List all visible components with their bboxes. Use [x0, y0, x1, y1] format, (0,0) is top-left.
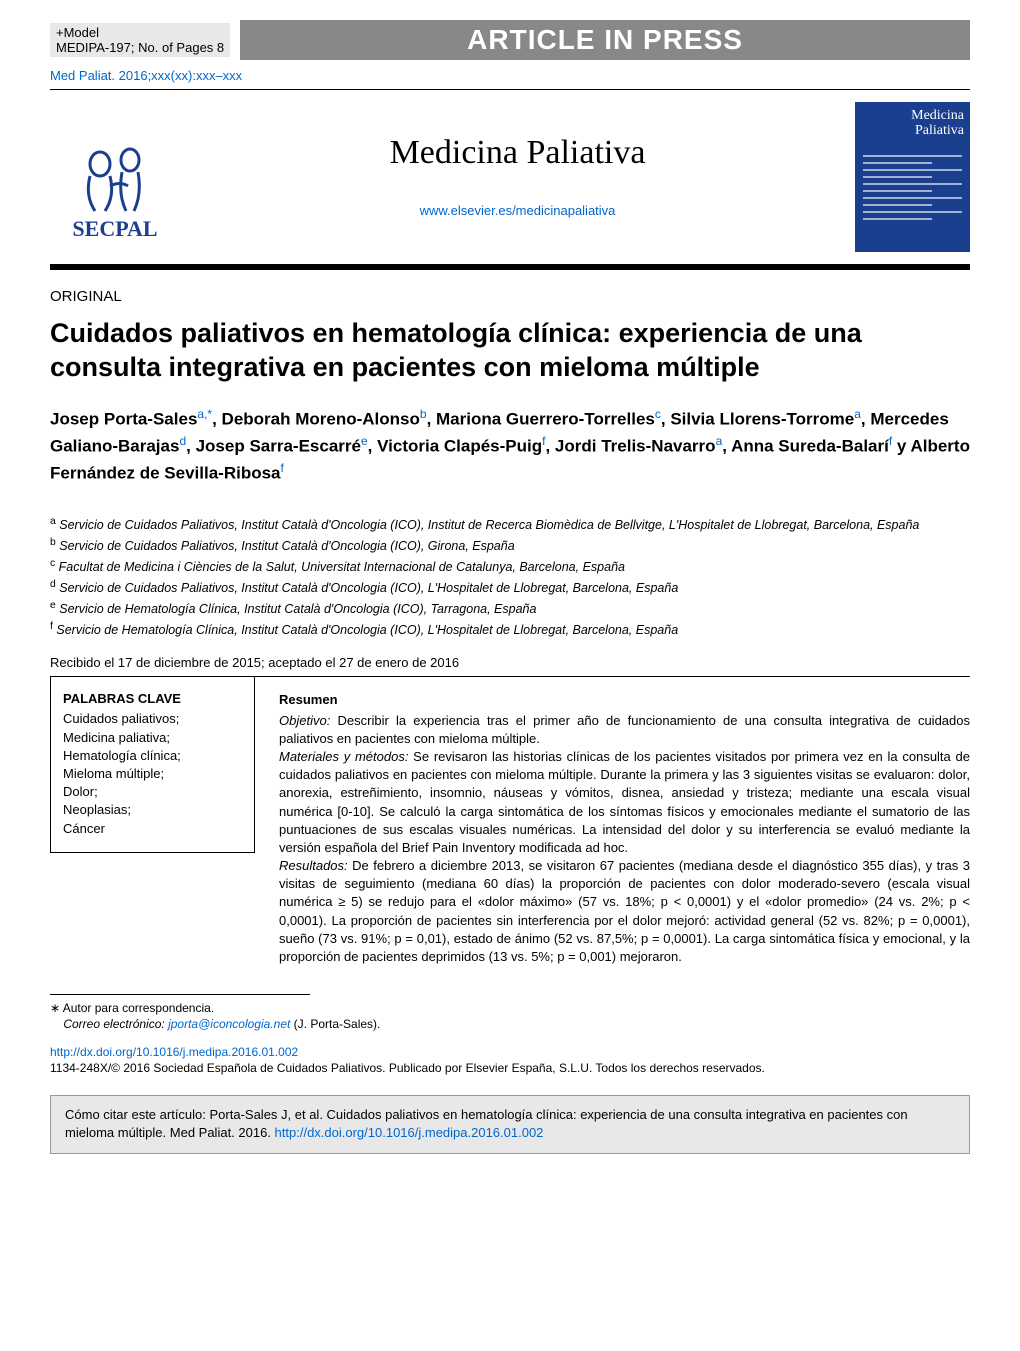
article-in-press-banner: ARTICLE IN PRESS: [240, 20, 970, 60]
results-label: Resultados:: [279, 858, 348, 873]
footnote-marker: ∗ Autor para correspondencia.: [50, 1001, 214, 1015]
abstract-results-para: Resultados: De febrero a diciembre 2013,…: [279, 857, 970, 966]
article-title: Cuidados paliativos en hematología clíni…: [50, 317, 970, 385]
journal-cover-thumb: Medicina Paliativa: [855, 102, 970, 252]
journal-url-link[interactable]: www.elsevier.es/medicinapaliativa: [420, 203, 616, 218]
model-prefix: +Model: [56, 25, 224, 40]
objective-label: Objetivo:: [279, 713, 330, 728]
secpal-logo-icon: [70, 136, 160, 216]
keyword-item: Dolor;: [63, 783, 242, 801]
article-dates: Recibido el 17 de diciembre de 2015; ace…: [50, 655, 970, 670]
email-author: (J. Porta-Sales).: [290, 1017, 380, 1031]
affiliation-c: c Facultat de Medicina i Ciències de la …: [50, 556, 970, 577]
abstract-methods-para: Materiales y métodos: Se revisaron las h…: [279, 748, 970, 857]
objective-text: Describir la experiencia tras el primer …: [279, 713, 970, 746]
doi-link[interactable]: http://dx.doi.org/10.1016/j.medipa.2016.…: [50, 1045, 970, 1059]
keyword-item: Mieloma múltiple;: [63, 765, 242, 783]
how-to-cite-box: Cómo citar este artículo: Porta-Sales J,…: [50, 1095, 970, 1153]
keywords-box: PALABRAS CLAVE Cuidados paliativos;Medic…: [50, 677, 255, 852]
authors-block: Josep Porta-Salesa,*, Deborah Moreno-Alo…: [50, 405, 970, 486]
abstract-heading: Resumen: [279, 691, 970, 709]
header-model-row: +Model MEDIPA-197; No. of Pages 8 ARTICL…: [50, 20, 970, 60]
journal-title-wrap: Medicina Paliativa www.elsevier.es/medic…: [180, 134, 855, 220]
section-label: ORIGINAL: [50, 288, 970, 305]
keywords-list: Cuidados paliativos;Medicina paliativa;H…: [63, 710, 242, 837]
email-label: Correo electrónico:: [63, 1017, 164, 1031]
citation-line: Med Paliat. 2016;xxx(xx):xxx–xxx: [50, 68, 970, 83]
keywords-heading: PALABRAS CLAVE: [63, 691, 242, 706]
affiliation-f: f Servicio de Hematología Clínica, Insti…: [50, 619, 970, 640]
model-id: MEDIPA-197;: [56, 40, 135, 55]
copyright-line: 1134-248X/© 2016 Sociedad Española de Cu…: [50, 1061, 970, 1075]
model-box: +Model MEDIPA-197; No. of Pages 8: [50, 23, 230, 57]
cover-lines-deco: [863, 150, 962, 225]
doi-anchor[interactable]: http://dx.doi.org/10.1016/j.medipa.2016.…: [50, 1045, 298, 1059]
results-text: De febrero a diciembre 2013, se visitaro…: [279, 858, 970, 964]
masthead: SECPAL Medicina Paliativa www.elsevier.e…: [50, 90, 970, 270]
affiliation-b: b Servicio de Cuidados Paliativos, Insti…: [50, 535, 970, 556]
journal-title: Medicina Paliativa: [180, 134, 855, 172]
abstract-wrap: PALABRAS CLAVE Cuidados paliativos;Medic…: [50, 676, 970, 966]
model-id-line: MEDIPA-197; No. of Pages 8: [56, 40, 224, 55]
keyword-item: Neoplasias;: [63, 801, 242, 819]
affiliations-block: a Servicio de Cuidados Paliativos, Insti…: [50, 514, 970, 639]
keyword-item: Cáncer: [63, 820, 242, 838]
logo-text: SECPAL: [72, 216, 157, 242]
keyword-item: Medicina paliativa;: [63, 729, 242, 747]
methods-text: Se revisaron las historias clínicas de l…: [279, 749, 970, 855]
model-pages: No. of Pages 8: [138, 40, 224, 55]
publisher-logo: SECPAL: [50, 112, 180, 242]
affiliation-e: e Servicio de Hematología Clínica, Insti…: [50, 598, 970, 619]
cite-doi-link[interactable]: http://dx.doi.org/10.1016/j.medipa.2016.…: [275, 1125, 544, 1140]
keyword-item: Hematología clínica;: [63, 747, 242, 765]
affiliation-d: d Servicio de Cuidados Paliativos, Insti…: [50, 577, 970, 598]
footnote-email-line: Correo electrónico: jporta@iconcologia.n…: [50, 1017, 970, 1031]
cover-thumb-title: Medicina Paliativa: [861, 108, 964, 139]
abstract-column: Resumen Objetivo: Describir la experienc…: [255, 677, 970, 966]
corresponding-email-link[interactable]: jporta@iconcologia.net: [168, 1017, 290, 1031]
keyword-item: Cuidados paliativos;: [63, 710, 242, 728]
corresponding-author-footnote: ∗ Autor para correspondencia.: [50, 994, 310, 1015]
methods-label: Materiales y métodos:: [279, 749, 408, 764]
abstract-objective-para: Objetivo: Describir la experiencia tras …: [279, 712, 970, 748]
affiliation-a: a Servicio de Cuidados Paliativos, Insti…: [50, 514, 970, 535]
